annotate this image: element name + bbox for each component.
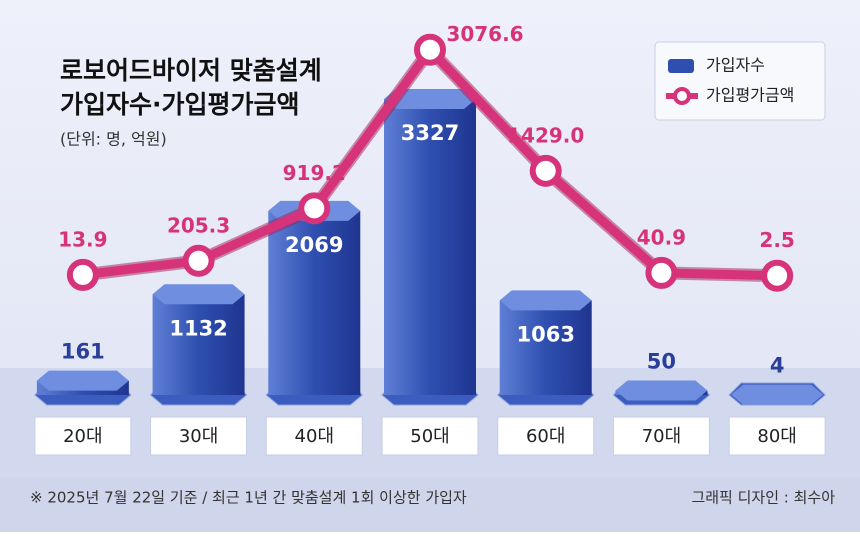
line-point (764, 263, 790, 289)
line-value-label: 1429.0 (507, 123, 584, 147)
bar-top (153, 284, 245, 304)
x-tick-label: 60대 (526, 426, 565, 447)
bar-top (731, 385, 823, 405)
bar-top (37, 371, 129, 391)
line-value-label: 3076.6 (446, 22, 523, 46)
x-tick-label: 80대 (757, 426, 796, 447)
line-point (301, 195, 327, 221)
line-value-label: 2.5 (759, 228, 794, 252)
unit-note: (단위: 명, 억원) (60, 130, 167, 149)
legend-label: 가입자수 (706, 56, 765, 75)
line-point (648, 260, 674, 286)
legend-box (655, 42, 825, 120)
line-value-label: 40.9 (637, 225, 686, 249)
x-tick-label: 40대 (295, 426, 334, 447)
bar-top (615, 381, 707, 401)
x-tick-label: 30대 (179, 426, 218, 447)
x-tick-label: 70대 (642, 426, 681, 447)
bar-value-label: 2069 (285, 233, 343, 257)
footnote: ※ 2025년 7월 22일 기준 / 최근 1년 간 맞춤설계 1회 이상한 … (30, 489, 467, 507)
x-tick-label: 20대 (63, 426, 102, 447)
bar-value-label: 3327 (401, 121, 459, 145)
chart-subtitle: 가입자수·가입평가금액 (60, 90, 300, 119)
line-point (533, 158, 559, 184)
line-point (70, 262, 96, 288)
bar-value-label: 4 (770, 354, 785, 378)
legend-label: 가입평가금액 (706, 86, 794, 105)
bar (153, 294, 245, 395)
line-value-label: 205.3 (167, 213, 230, 237)
bar-value-label: 161 (61, 340, 105, 364)
line-value-label: 13.9 (58, 227, 107, 251)
bar-value-label: 1063 (516, 322, 574, 346)
chart-title: 로보어드바이저 맞춤설계 (60, 56, 322, 85)
line-value-label: 919.2 (283, 161, 346, 185)
legend-swatch (668, 59, 694, 73)
x-tick-label: 50대 (410, 426, 449, 447)
credit: 그래픽 디자인 : 최수아 (691, 489, 835, 507)
bar-value-label: 1132 (169, 316, 227, 340)
bar-value-label: 50 (647, 350, 676, 374)
bar (500, 300, 592, 395)
line-point (417, 37, 443, 63)
bar-top (500, 290, 592, 310)
legend-swatch-dot (675, 89, 689, 103)
line-point (186, 248, 212, 274)
